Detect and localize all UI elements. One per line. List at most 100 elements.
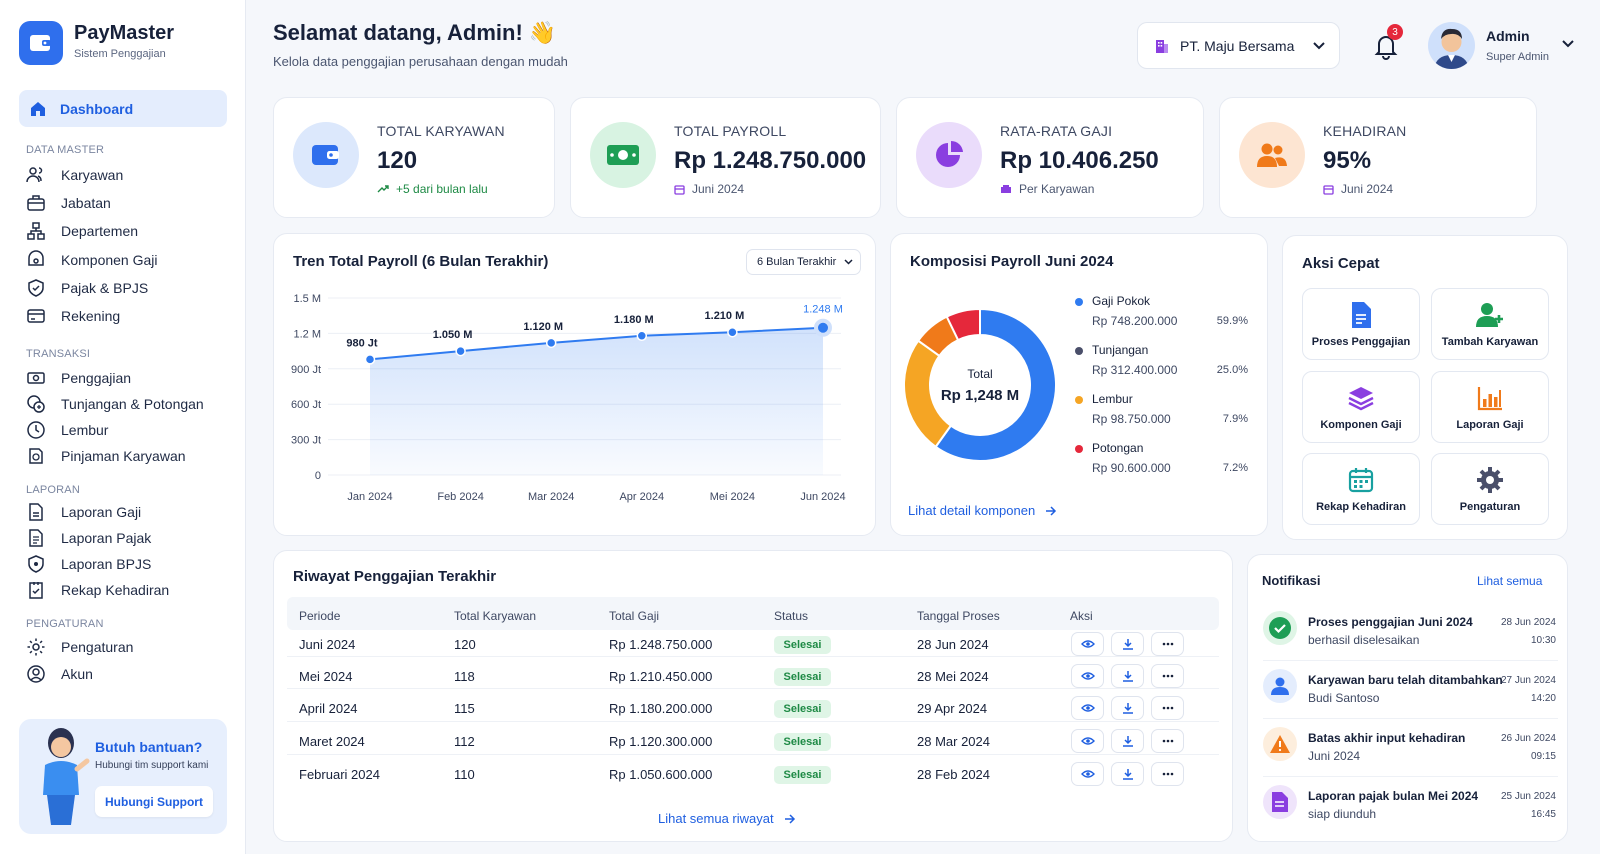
sidebar-item-lembur[interactable]: Lembur: [26, 418, 108, 442]
more-button[interactable]: [1151, 729, 1184, 753]
download-button[interactable]: [1111, 664, 1144, 688]
eye-icon: [1080, 671, 1095, 681]
pie-icon: [916, 122, 982, 188]
range-dropdown[interactable]: 6 Bulan Terakhir: [746, 249, 861, 275]
legend-percent: 25.0%: [1216, 364, 1248, 376]
legend-percent: 7.9%: [1222, 413, 1248, 425]
data-point[interactable]: [727, 326, 738, 338]
chevron-down-icon: [844, 259, 853, 265]
x-tick-label: Jan 2024: [347, 491, 392, 503]
download-button[interactable]: [1111, 632, 1144, 656]
avatar[interactable]: [1428, 22, 1475, 69]
stat-footnote: Juni 2024: [674, 182, 744, 196]
y-tick-label: 900 Jt: [291, 364, 321, 376]
sidebar-item-label: Penggajian: [61, 370, 132, 386]
view-button[interactable]: [1071, 762, 1104, 786]
sidebar-item-label: Jabatan: [61, 195, 111, 211]
trend-chart: 0 300 Jt 600 Jt 900 Jt 1.2 M 1.5 M 980 Jt Jan 2…: [291, 293, 846, 503]
data-point[interactable]: [814, 318, 832, 337]
legend-value: Rp 312.400.000: [1092, 363, 1178, 377]
more-icon: [1162, 642, 1174, 646]
more-button[interactable]: [1151, 632, 1184, 656]
history-all-link[interactable]: Lihat semua riwayat: [658, 811, 796, 826]
more-button[interactable]: [1151, 762, 1184, 786]
notification-time: 10:30: [1530, 635, 1556, 646]
donut-slice[interactable]: [945, 307, 981, 342]
quick-action-rekap-kehadiran[interactable]: Rekap Kehadiran: [1302, 453, 1420, 525]
cell-total-karyawan: 110: [454, 767, 475, 782]
status-badge: Selesai: [774, 733, 831, 751]
data-point[interactable]: [636, 330, 648, 342]
more-button[interactable]: [1151, 664, 1184, 688]
download-button[interactable]: [1111, 762, 1144, 786]
help-title: Butuh bantuan?: [95, 739, 203, 755]
notifications-all-link[interactable]: Lihat semua: [1477, 574, 1543, 588]
data-point[interactable]: [364, 354, 376, 365]
sidebar-item-komponen-gaji[interactable]: Komponen Gaji: [26, 248, 158, 272]
quick-action-komponen-gaji[interactable]: Komponen Gaji: [1302, 371, 1420, 443]
logo: [19, 21, 63, 65]
chevron-down-icon[interactable]: [1562, 40, 1574, 48]
quick-action-pengaturan[interactable]: Pengaturan: [1431, 453, 1549, 525]
sidebar-item-tunjangan-potongan[interactable]: Tunjangan & Potongan: [26, 392, 204, 416]
stat-footnote: +5 dari bulan lalu: [377, 182, 488, 196]
sidebar-item-pinjaman-karyawan[interactable]: Pinjaman Karyawan: [26, 444, 186, 468]
quick-action-proses-penggajian[interactable]: Proses Penggajian: [1302, 288, 1420, 360]
contact-support-button[interactable]: Hubungi Support: [95, 786, 213, 817]
notification-subtitle: siap diunduh: [1308, 807, 1377, 821]
sidebar-item-laporan-pajak[interactable]: Laporan Pajak: [26, 526, 151, 550]
view-button[interactable]: [1071, 664, 1104, 688]
download-button[interactable]: [1111, 729, 1144, 753]
sidebar-item-pengaturan[interactable]: Pengaturan: [26, 635, 133, 659]
view-button[interactable]: [1071, 729, 1104, 753]
sidebar-item-laporan-bpjs[interactable]: Laporan BPJS: [26, 552, 151, 576]
composition-detail-label: Lihat detail komponen: [908, 503, 1036, 518]
table-column-header: Total Gaji: [609, 609, 660, 623]
range-dropdown-label: 6 Bulan Terakhir: [757, 256, 837, 268]
brand-subtitle: Sistem Penggajian: [74, 48, 166, 60]
sidebar-item-karyawan[interactable]: Karyawan: [26, 163, 123, 187]
download-icon: [1122, 735, 1134, 747]
document-icon: [26, 528, 46, 548]
sidebar-item-rekap-kehadiran[interactable]: Rekap Kehadiran: [26, 578, 169, 602]
quick-action-laporan-gaji[interactable]: Laporan Gaji: [1431, 371, 1549, 443]
view-button[interactable]: [1071, 632, 1104, 656]
sidebar-item-dashboard[interactable]: Dashboard: [19, 90, 227, 127]
sidebar-item-label: Pajak & BPJS: [61, 280, 149, 296]
legend-value: Rp 98.750.000: [1092, 412, 1171, 426]
sidebar-item-akun[interactable]: Akun: [26, 662, 93, 686]
layers-icon: [1347, 383, 1375, 413]
sidebar-item-label: Rekap Kehadiran: [61, 582, 170, 598]
composition-detail-link[interactable]: Lihat detail komponen: [908, 503, 1057, 518]
sidebar-item-rekening[interactable]: Rekening: [26, 304, 120, 328]
sidebar-item-departemen[interactable]: Departemen: [26, 219, 138, 243]
users-icon: [1239, 122, 1305, 188]
donut-slice[interactable]: [934, 307, 1057, 462]
notification-title: Batas akhir input kehadiran: [1308, 731, 1466, 745]
sidebar-item-jabatan[interactable]: Jabatan: [26, 191, 111, 215]
data-point[interactable]: [545, 337, 557, 349]
data-label: 1.180 M: [614, 314, 654, 326]
document-icon: [26, 502, 46, 522]
cell-total-gaji: Rp 1.210.450.000: [609, 669, 713, 684]
quick-action-label: Proses Penggajian: [1311, 336, 1411, 348]
more-button[interactable]: [1151, 696, 1184, 720]
sidebar-item-pajak-bpjs[interactable]: Pajak & BPJS: [26, 276, 148, 300]
stat-footnote-text: +5 dari bulan lalu: [396, 182, 488, 196]
cell-total-gaji: Rp 1.050.600.000: [609, 767, 713, 782]
data-point[interactable]: [455, 345, 466, 357]
cell-total-gaji: Rp 1.180.200.000: [609, 701, 713, 716]
download-button[interactable]: [1111, 696, 1144, 720]
arrow-right-icon: [1046, 505, 1057, 516]
view-button[interactable]: [1071, 696, 1104, 720]
status-badge: Selesai: [774, 700, 831, 718]
quick-action-tambah-karyawan[interactable]: Tambah Karyawan: [1431, 288, 1549, 360]
company-selector[interactable]: PT. Maju Bersama: [1137, 22, 1340, 69]
sidebar-item-laporan-gaji[interactable]: Laporan Gaji: [26, 500, 141, 524]
sidebar-item-penggajian[interactable]: Penggajian: [26, 366, 131, 390]
user-role: Super Admin: [1486, 51, 1549, 63]
notification-divider: [1263, 660, 1558, 661]
shield-icon: [26, 554, 46, 574]
x-tick-label: Mar 2024: [528, 491, 574, 503]
quick-actions-title: Aksi Cepat: [1302, 255, 1380, 272]
